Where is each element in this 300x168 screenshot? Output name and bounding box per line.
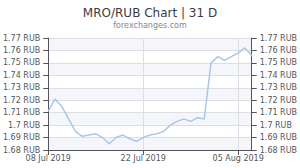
svg-text:MRO/RUB Chart | 31 D: MRO/RUB Chart | 31 D [83, 6, 217, 20]
svg-text:1.76 RUB: 1.76 RUB [3, 46, 40, 55]
svg-text:forexchanges.com: forexchanges.com [113, 21, 187, 30]
svg-text:1.71 RUB: 1.71 RUB [3, 108, 40, 117]
svg-text:1.75 RUB: 1.75 RUB [260, 58, 297, 67]
svg-text:1.69 RUB: 1.69 RUB [3, 133, 40, 142]
svg-text:1.73 RUB: 1.73 RUB [3, 83, 40, 92]
svg-text:05 Aug 2019: 05 Aug 2019 [213, 154, 264, 163]
svg-text:1.77 RUB: 1.77 RUB [260, 34, 297, 43]
svg-text:1.71 RUB: 1.71 RUB [260, 108, 297, 117]
svg-text:1.76 RUB: 1.76 RUB [260, 46, 297, 55]
svg-text:1.68 RUB: 1.68 RUB [260, 146, 297, 155]
svg-text:1.72 RUB: 1.72 RUB [3, 96, 40, 105]
svg-text:22 Jul 2019: 22 Jul 2019 [121, 154, 166, 163]
svg-text:08 Jul 2019: 08 Jul 2019 [26, 154, 71, 163]
svg-text:1.74 RUB: 1.74 RUB [3, 71, 40, 80]
svg-text:1.7 RUB: 1.7 RUB [8, 121, 40, 130]
svg-text:1.72 RUB: 1.72 RUB [260, 96, 297, 105]
svg-text:1.73 RUB: 1.73 RUB [260, 83, 297, 92]
svg-text:1.77 RUB: 1.77 RUB [3, 34, 40, 43]
svg-text:1.7 RUB: 1.7 RUB [260, 121, 292, 130]
svg-text:1.75 RUB: 1.75 RUB [3, 58, 40, 67]
svg-text:1.68 RUB: 1.68 RUB [3, 145, 41, 155]
svg-text:1.69 RUB: 1.69 RUB [260, 133, 297, 142]
svg-text:1.74 RUB: 1.74 RUB [260, 71, 297, 80]
